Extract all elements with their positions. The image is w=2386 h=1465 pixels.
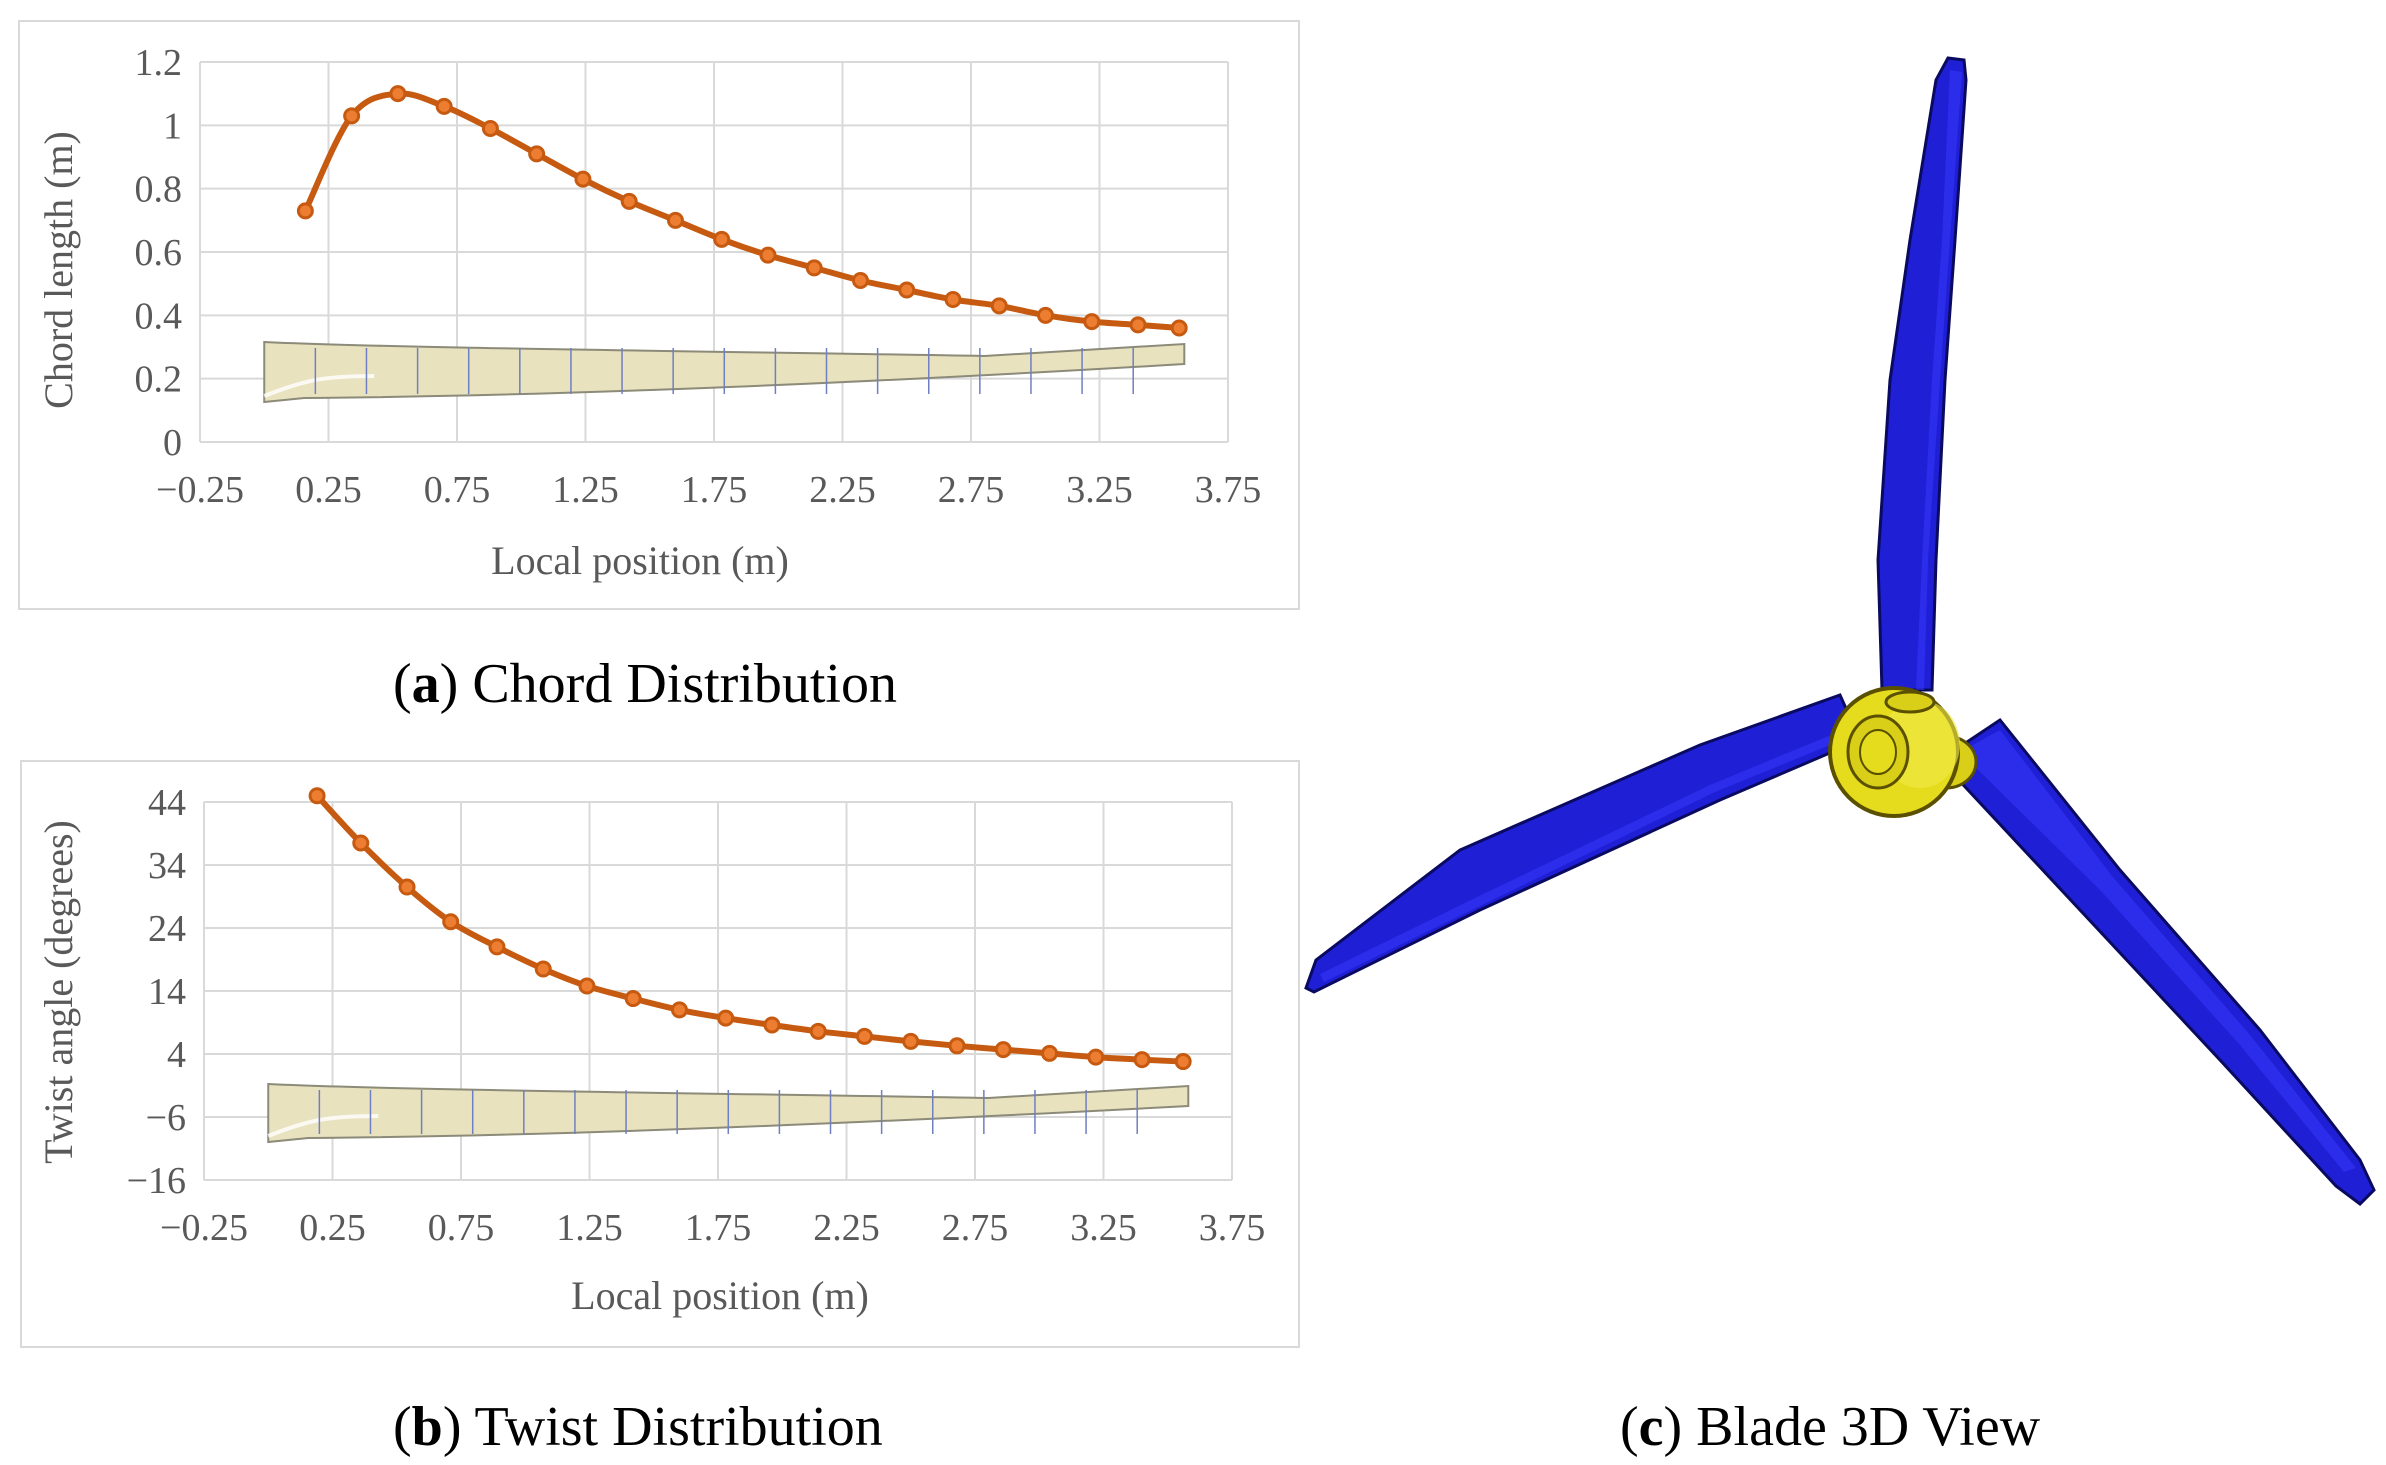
caption-c-label: c <box>1638 1396 1664 1458</box>
y-tick-label: 24 <box>148 908 186 950</box>
x-tick-label: 1.75 <box>685 1207 752 1249</box>
y-tick-label: 1 <box>163 105 182 147</box>
data-point <box>398 878 416 896</box>
x-tick-label: 3.75 <box>1199 1207 1266 1249</box>
data-point <box>670 1001 688 1019</box>
data-point <box>1133 1051 1151 1069</box>
data-point <box>528 145 546 163</box>
y-tick-label: 0 <box>163 422 182 464</box>
x-tick-label: 3.75 <box>1195 469 1262 511</box>
data-point <box>308 787 326 805</box>
y-tick-label: 0.8 <box>135 169 183 211</box>
caption-c-text: Blade 3D View <box>1696 1396 2041 1458</box>
x-tick-label: 1.25 <box>556 1207 623 1249</box>
x-tick-label: 0.75 <box>424 469 491 511</box>
caption-b-label: b <box>411 1396 443 1458</box>
x-tick-label: −0.25 <box>156 469 244 511</box>
y-tick-label: 14 <box>148 971 186 1013</box>
x-tick-label: 1.75 <box>681 469 748 511</box>
data-point <box>488 938 506 956</box>
chord-chart: −0.25 0.25 0.75 1.25 1.75 2.25 2.75 3.25 3.75 0 0.… <box>36 42 1262 583</box>
x-tick-label: 3.25 <box>1070 1207 1137 1249</box>
data-point <box>763 1016 781 1034</box>
data-point <box>855 1027 873 1045</box>
y-tick-label: 0.4 <box>135 295 183 337</box>
blade-profile-sketch <box>267 1082 1190 1144</box>
blade-profile-sketch <box>263 340 1186 404</box>
x-tick-label: 2.25 <box>813 1207 880 1249</box>
data-point <box>805 259 823 277</box>
data-point <box>948 1037 966 1055</box>
data-point <box>578 977 596 995</box>
data-point <box>352 834 370 852</box>
y-tick-label: 0.6 <box>135 232 183 274</box>
data-point <box>624 990 642 1008</box>
y-tick-label: −16 <box>127 1160 186 1202</box>
caption-a: (a) Chord Distribution <box>393 653 897 715</box>
twist-chart-panel: −0.25 0.25 0.75 1.25 1.75 2.25 2.75 3.25 3.75 −16… <box>20 760 1300 1348</box>
series-line <box>302 90 1183 331</box>
data-point <box>1174 1053 1192 1071</box>
x-tick-label: 0.25 <box>295 469 362 511</box>
caption-a-label: a <box>411 653 440 715</box>
data-point <box>1041 1044 1059 1062</box>
data-point <box>1129 316 1147 334</box>
twist-chart: −0.25 0.25 0.75 1.25 1.75 2.25 2.75 3.25 3.75 −16… <box>36 782 1266 1318</box>
data-point <box>343 107 361 125</box>
data-point <box>1170 319 1188 337</box>
data-point <box>1087 1048 1105 1066</box>
x-tick-label: 0.25 <box>299 1207 366 1249</box>
caption-a-text: Chord Distribution <box>472 653 897 715</box>
y-tick-label: 4 <box>167 1034 186 1076</box>
data-point <box>717 1009 735 1027</box>
rotor-3d-view <box>1304 56 2376 1206</box>
chord-chart-panel: −0.25 0.25 0.75 1.25 1.75 2.25 2.75 3.25 3.75 0 0.… <box>18 20 1300 610</box>
data-point <box>534 960 552 978</box>
data-point <box>574 170 592 188</box>
data-point <box>481 120 499 137</box>
x-tick-label: −0.25 <box>160 1207 248 1249</box>
y-tick-label: 34 <box>148 845 186 887</box>
data-point <box>902 1032 920 1050</box>
x-axis-title: Local position (m) <box>491 538 789 583</box>
x-tick-label: 2.25 <box>809 469 876 511</box>
data-point <box>809 1022 827 1040</box>
data-point <box>1037 306 1055 324</box>
rotor-hub <box>1828 686 1978 818</box>
x-axis-title: Local position (m) <box>571 1273 869 1318</box>
x-tick-label: 1.25 <box>552 469 619 511</box>
y-tick-label: −6 <box>146 1097 186 1139</box>
rotor-blade-right <box>1937 717 2376 1206</box>
data-point <box>898 281 916 299</box>
caption-b-text: Twist Distribution <box>474 1396 883 1458</box>
y-axis-title: Chord length (m) <box>36 131 81 409</box>
data-point <box>994 1041 1012 1059</box>
data-point <box>1083 313 1101 331</box>
data-point <box>296 202 314 220</box>
x-tick-label: 2.75 <box>942 1207 1009 1249</box>
data-point <box>666 211 684 229</box>
caption-b: (b) Twist Distribution <box>393 1396 883 1458</box>
y-tick-label: 0.2 <box>135 359 183 401</box>
y-tick-label: 1.2 <box>135 42 183 84</box>
data-point <box>713 230 731 248</box>
x-tick-label: 2.75 <box>938 469 1005 511</box>
caption-c: (c) Blade 3D View <box>1620 1396 2041 1458</box>
data-point <box>759 246 777 264</box>
x-tick-label: 3.25 <box>1066 469 1133 511</box>
y-axis-title: Twist angle (degrees) <box>36 820 81 1164</box>
data-point <box>851 272 869 289</box>
data-point <box>435 97 453 115</box>
y-tick-label: 44 <box>148 782 186 824</box>
data-point <box>389 85 407 103</box>
data-point <box>990 297 1008 315</box>
data-point <box>944 291 962 308</box>
data-point <box>442 913 460 931</box>
x-tick-label: 0.75 <box>428 1207 495 1249</box>
data-point <box>620 192 638 210</box>
